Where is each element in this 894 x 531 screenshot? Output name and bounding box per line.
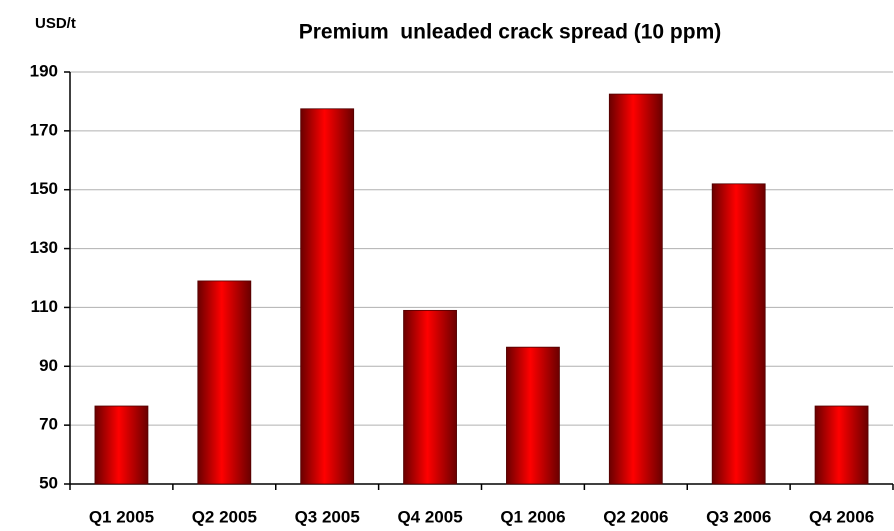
x-tick-label: Q3 2006 xyxy=(706,507,771,526)
bar xyxy=(197,280,252,485)
bar xyxy=(608,93,663,485)
y-tick-label: 150 xyxy=(30,179,58,198)
y-axis-label: USD/t xyxy=(35,15,76,32)
x-tick-label: Q2 2005 xyxy=(192,507,257,526)
x-tick-label: Q4 2006 xyxy=(809,507,874,526)
bar xyxy=(300,108,355,485)
x-tick-label: Q3 2005 xyxy=(295,507,360,526)
bar xyxy=(403,309,457,485)
x-tick-label: Q2 2006 xyxy=(603,507,668,526)
y-tick-label: 50 xyxy=(39,473,58,492)
x-tick-label: Q1 2006 xyxy=(500,507,565,526)
bar xyxy=(814,405,869,485)
y-tick-label: 70 xyxy=(39,415,58,434)
bar xyxy=(711,183,766,485)
chart-title: Premium unleaded crack spread (10 ppm) xyxy=(299,21,721,44)
y-tick-label: 90 xyxy=(39,356,58,375)
y-tick-label: 110 xyxy=(31,297,58,316)
y-tick-label: 130 xyxy=(30,238,58,257)
bar xyxy=(94,405,149,485)
y-tick-label: 190 xyxy=(30,61,58,80)
x-tick-label: Q4 2005 xyxy=(397,507,462,526)
bar xyxy=(506,346,560,485)
y-tick-label: 170 xyxy=(30,120,58,139)
x-tick-label: Q1 2005 xyxy=(89,507,154,526)
